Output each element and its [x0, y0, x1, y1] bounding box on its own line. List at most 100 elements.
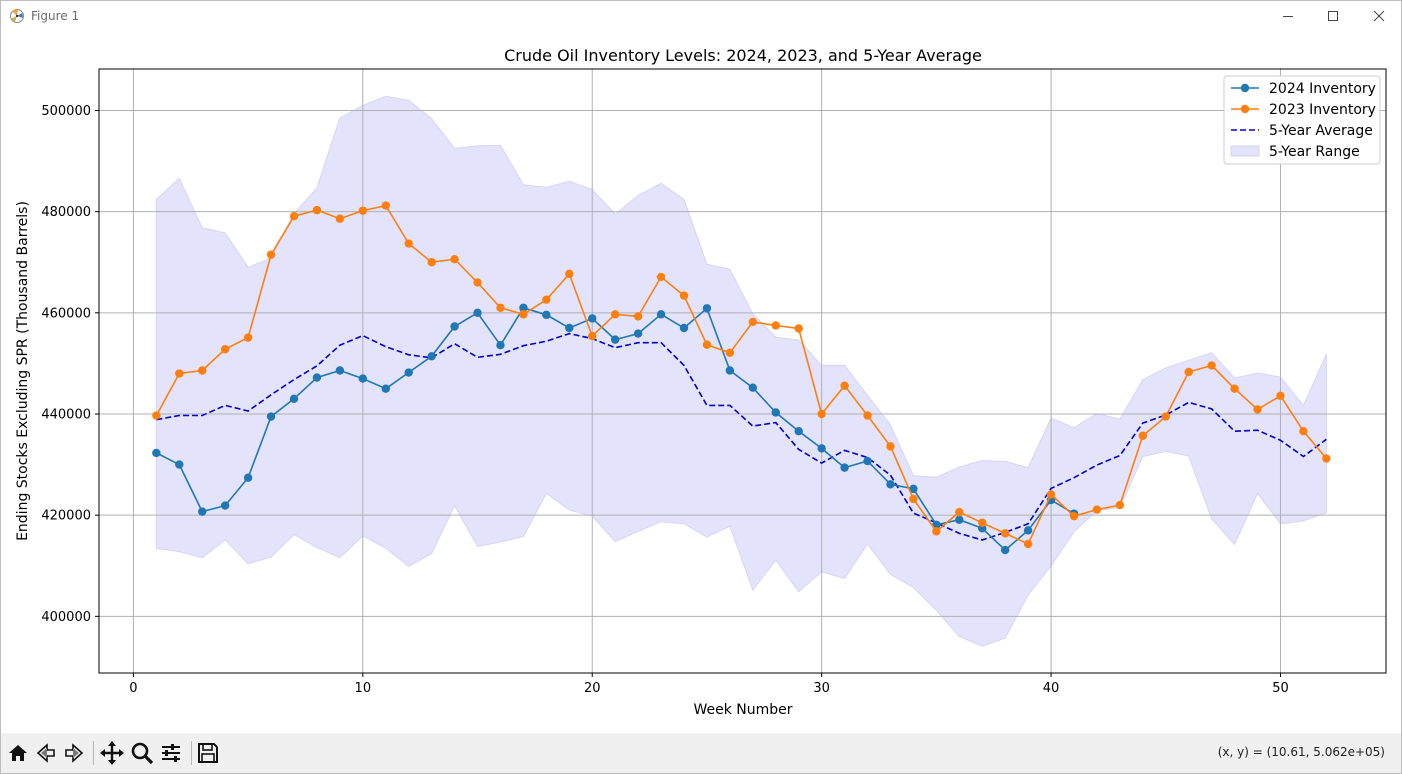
legend-label: 5-Year Range [1269, 144, 1360, 160]
data-point-2023-inventory [312, 205, 322, 215]
data-point-2024-inventory [932, 520, 941, 529]
data-point-2024-inventory [725, 366, 735, 375]
data-point-2023-inventory [1115, 500, 1125, 510]
data-point-2023-inventory [932, 527, 941, 536]
data-point-2023-inventory [702, 340, 712, 349]
chart-title: Crude Oil Inventory Levels: 2024, 2023, … [504, 46, 982, 65]
data-point-2023-inventory [198, 366, 207, 375]
data-point-2023-inventory [1023, 539, 1033, 549]
data-point-2024-inventory [358, 374, 368, 383]
data-point-2023-inventory [725, 348, 735, 357]
data-point-2024-inventory [450, 322, 459, 331]
data-point-2023-inventory [243, 333, 253, 342]
data-point-2023-inventory [220, 345, 230, 354]
data-point-2024-inventory [381, 384, 390, 393]
data-point-2023-inventory [863, 411, 872, 420]
title-bar: Figure 1 [1, 1, 1401, 31]
configure-subplots-icon [162, 744, 180, 762]
home-button[interactable] [4, 739, 32, 767]
data-point-2024-inventory [266, 412, 276, 421]
x-axis-label: Week Number [693, 702, 792, 718]
navigation-toolbar: (x, y) = (10.61, 5.062e+05) [1, 733, 1401, 773]
data-point-2023-inventory [1230, 384, 1239, 393]
data-point-2024-inventory [1023, 526, 1033, 535]
x-tick-label: 0 [129, 681, 137, 696]
legend-label: 2024 Inventory [1269, 81, 1376, 97]
data-point-2023-inventory [817, 409, 826, 419]
data-point-2024-inventory [794, 426, 803, 436]
data-point-2023-inventory [542, 295, 551, 304]
legend-label: 2023 Inventory [1269, 102, 1376, 118]
save-button[interactable] [194, 739, 222, 767]
data-point-2023-inventory [588, 331, 597, 341]
data-point-2024-inventory [496, 341, 505, 350]
data-point-2024-inventory [220, 501, 230, 510]
series-line-5-year-average [156, 332, 1327, 541]
data-point-2023-inventory [886, 442, 895, 451]
data-point-2024-inventory [312, 373, 322, 382]
data-point-2023-inventory [794, 324, 803, 333]
data-point-2023-inventory [519, 310, 528, 319]
data-point-2024-inventory [633, 329, 643, 338]
data-point-2023-inventory [427, 258, 436, 267]
data-point-2023-inventory [840, 381, 849, 390]
data-point-2023-inventory [1322, 454, 1331, 463]
chart-svg[interactable]: 0 10 20 30 40 50 400000 420000 440000 460000 48000… [1, 31, 1401, 731]
data-point-2023-inventory [955, 507, 964, 517]
data-point-2023-inventory [289, 212, 299, 221]
data-point-2024-inventory [404, 368, 413, 377]
back-button[interactable] [32, 739, 60, 767]
data-point-2023-inventory [1000, 529, 1010, 538]
y-axis-label: Ending Stocks Excluding SPR (Thousand Ba… [15, 201, 31, 541]
data-point-2023-inventory [1253, 405, 1262, 414]
data-point-2023-inventory [748, 317, 758, 327]
data-point-2023-inventory [266, 250, 276, 259]
data-point-2023-inventory [610, 310, 620, 319]
y-tick-label: 440000 [41, 407, 91, 422]
data-point-2024-inventory [1000, 545, 1010, 555]
legend: 2024 Inventory 2023 Inventory 5-Year Avera… [1223, 75, 1381, 165]
data-point-2024-inventory [473, 308, 482, 318]
data-point-2024-inventory [863, 456, 872, 466]
save-icon [198, 743, 218, 763]
figure-canvas[interactable]: 0 10 20 30 40 50 400000 420000 440000 460000 48000… [1, 31, 1401, 731]
forward-arrow-icon [65, 743, 84, 763]
data-point-2023-inventory [175, 369, 184, 378]
data-point-2024-inventory [519, 303, 528, 312]
range-band [155, 95, 1327, 647]
data-point-2024-inventory [542, 310, 551, 320]
legend-handle-marker [1240, 83, 1250, 93]
forward-button[interactable] [60, 739, 88, 767]
zoom-button[interactable] [128, 739, 156, 767]
close-button[interactable] [1356, 1, 1402, 31]
data-point-2023-inventory [1184, 367, 1193, 377]
data-point-2024-inventory [198, 507, 207, 516]
maximize-button[interactable] [1310, 1, 1356, 31]
legend-handle-marker [1240, 104, 1250, 114]
minimize-button[interactable] [1265, 1, 1311, 31]
data-point-2023-inventory [404, 239, 413, 248]
data-point-2024-inventory [175, 460, 184, 469]
data-point-2023-inventory [978, 518, 987, 527]
configure-subplots-button[interactable] [157, 739, 185, 767]
data-point-2023-inventory [565, 269, 574, 279]
data-point-2023-inventory [152, 411, 161, 420]
minimize-icon [1283, 16, 1293, 17]
data-point-2024-inventory [335, 366, 345, 375]
data-point-2024-inventory [909, 484, 918, 494]
data-point-2023-inventory [381, 201, 390, 210]
data-point-2023-inventory [679, 291, 689, 300]
data-point-2024-inventory [702, 304, 712, 313]
data-point-2024-inventory [817, 444, 826, 453]
maximize-icon [1328, 11, 1338, 21]
pan-button[interactable] [98, 739, 126, 767]
data-point-2023-inventory [473, 278, 482, 287]
pan-icon [100, 741, 124, 765]
data-point-2024-inventory [152, 448, 161, 458]
matplotlib-logo-icon [10, 9, 24, 23]
y-tick-label: 420000 [41, 509, 91, 524]
axes-frame [98, 68, 1387, 674]
data-point-2023-inventory [496, 303, 505, 312]
home-icon [9, 745, 27, 761]
